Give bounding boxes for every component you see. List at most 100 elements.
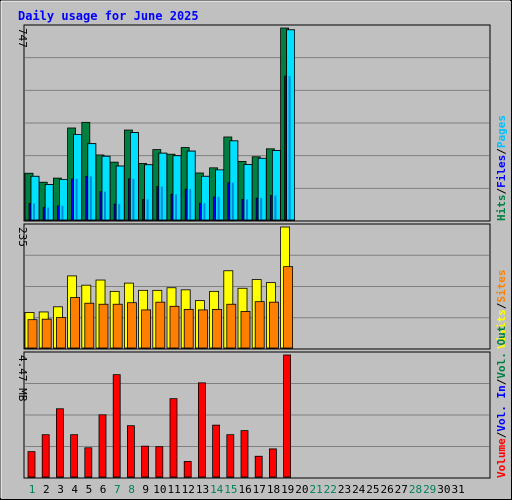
bar-files-inner-day-11	[175, 194, 177, 220]
legend-entry: Visits	[495, 309, 508, 349]
middle-panel-legend: Visits/Sites	[495, 270, 508, 350]
bar-sites-day-17	[254, 301, 265, 349]
legend-text: Volume/Vol. In/Vol. Out	[495, 326, 508, 478]
bar-volume-day-13	[197, 382, 206, 478]
bar-volume-day-14	[212, 424, 221, 478]
bar-volume-day-9	[141, 445, 150, 478]
legend-text: Visits/Sites	[495, 270, 508, 350]
day-label: 5	[86, 483, 93, 496]
bar-volume-day-16	[240, 430, 249, 478]
bar-volume-day-2	[41, 434, 50, 478]
bar-volume-day-15	[226, 434, 235, 478]
day-label: 17	[253, 483, 266, 496]
bar-sites-day-4	[70, 297, 80, 349]
top-panel-max-label: 747	[16, 28, 29, 48]
bar-sites-day-6	[98, 303, 109, 349]
day-label: 22	[324, 483, 337, 496]
day-label: 23	[338, 483, 351, 496]
bar-files-inner-day-18	[274, 195, 277, 220]
legend-entry: Pages	[495, 115, 508, 148]
day-label: 1	[29, 483, 36, 496]
bar-files-inner-day-12	[189, 189, 192, 220]
day-label: 30	[437, 483, 450, 496]
day-label: 28	[409, 483, 422, 496]
day-label: 6	[100, 483, 107, 496]
bar-files-inner-day-8	[132, 178, 135, 220]
bar-sites-day-2	[41, 318, 52, 349]
legend-entry: Volume	[495, 438, 508, 478]
day-label: 11	[167, 483, 180, 496]
chart-title: Daily usage for June 2025	[18, 9, 199, 23]
bar-volume-day-11	[169, 398, 178, 478]
bar-files-inner-day-3	[61, 205, 64, 220]
bar-sites-day-3	[56, 317, 66, 349]
day-label: 24	[352, 483, 366, 496]
middle-panel-max-label: 235	[16, 227, 29, 247]
bar-files-inner-day-17	[260, 198, 263, 220]
bar-sites-day-9	[141, 309, 152, 349]
files-overlay	[30, 29, 296, 221]
bar-volume-day-6	[98, 414, 107, 478]
legend-entry: Vol. Out	[495, 326, 508, 379]
bar-sites-day-15	[226, 303, 237, 349]
bar-sites-day-11	[169, 305, 180, 349]
day-label: 14	[210, 483, 224, 496]
bar-volume-day-8	[127, 425, 135, 478]
bar-sites-day-7	[112, 303, 123, 349]
bar-files-inner-day-9	[146, 199, 149, 220]
bar-sites-day-5	[84, 302, 95, 349]
top-panel-legend: Hits/Files/Pages	[495, 115, 508, 221]
legend-entry: Files	[495, 155, 508, 188]
bar-files-inner-day-14	[217, 196, 220, 220]
day-label: 2	[43, 483, 50, 496]
bar-sites-day-13	[197, 309, 208, 349]
bar-volume-day-12	[183, 461, 192, 478]
day-label: 4	[71, 483, 78, 496]
bar-files-inner-day-16	[246, 199, 248, 220]
legend-entry: Vol. In	[495, 385, 508, 431]
day-label: 26	[380, 483, 393, 496]
bar-files-inner-day-7	[118, 204, 121, 220]
panel-3	[23, 351, 491, 479]
bar-volume-day-7	[112, 374, 121, 478]
bottom-panel-legend: Volume/Vol. In/Vol. Out	[495, 326, 508, 478]
legend-text: Hits/Files/Pages	[495, 115, 508, 221]
bar-volume-day-18	[268, 448, 277, 478]
legend-entry: /	[495, 378, 508, 385]
bar-files-inner-day-5	[89, 176, 92, 220]
legend-entry: /	[495, 431, 508, 438]
bar-sites-day-10	[155, 301, 166, 349]
day-label: 16	[238, 483, 251, 496]
day-label: 13	[196, 483, 209, 496]
day-label: 19	[281, 483, 294, 496]
day-label: 3	[57, 483, 64, 496]
bar-files-inner-day-4	[75, 178, 78, 220]
day-label: 7	[114, 483, 121, 496]
bar-volume-day-17	[254, 455, 263, 478]
day-label: 9	[142, 483, 149, 496]
bar-files-inner-day-10	[160, 186, 163, 220]
bar-volume-day-10	[155, 446, 164, 478]
bar-volume-day-5	[84, 447, 93, 478]
bar-volume-day-3	[56, 408, 64, 478]
day-label: 12	[182, 483, 195, 496]
bar-volume-day-1	[27, 451, 36, 478]
panel-2	[23, 223, 491, 350]
bar-sites-day-12	[183, 308, 194, 349]
legend-entry: /	[495, 302, 508, 309]
day-labels: 1 2 3 4 5 6 7 8 9 10 11 12 13 14 15 16 17 18 19 20 21 22 23 24 2…	[29, 483, 465, 496]
legend-entry: Hits	[495, 195, 508, 222]
day-label: 27	[395, 483, 408, 496]
bar-sites-day-1	[27, 319, 38, 349]
day-label: 10	[153, 483, 166, 496]
day-label: 31	[451, 483, 464, 496]
bar-files-inner-day-19	[288, 76, 291, 220]
bar-sites-day-19	[283, 266, 294, 349]
day-label: 29	[423, 483, 436, 496]
bar-files-inner-day-15	[231, 182, 234, 220]
bar-volume-day-19	[283, 354, 292, 478]
day-label: 15	[224, 483, 237, 496]
bottom-panel-max-label: 4.47 MB	[16, 355, 29, 402]
bar-sites-day-16	[240, 311, 251, 349]
